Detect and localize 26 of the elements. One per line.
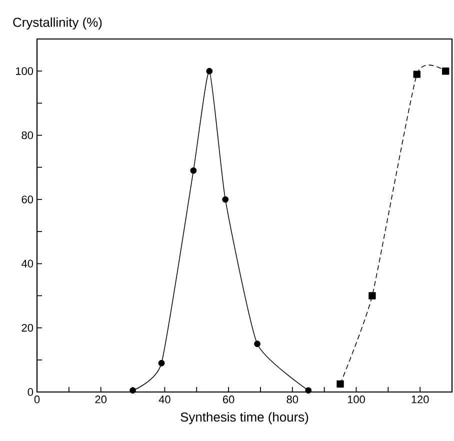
point — [442, 67, 450, 75]
point — [130, 387, 136, 394]
y-tick-label: 100 — [16, 67, 34, 75]
x-tick-label: 60 — [223, 396, 234, 404]
point — [222, 196, 229, 203]
y-tick-label: 60 — [22, 196, 34, 204]
point — [336, 380, 344, 388]
x-tick-label: 120 — [412, 396, 429, 404]
x-axis-title: Synthesis time (hours) — [180, 412, 308, 424]
point — [206, 68, 213, 74]
point — [305, 387, 312, 394]
y-tick-label: 0 — [28, 388, 34, 396]
point — [368, 292, 376, 300]
y-tick-label: 20 — [22, 324, 34, 332]
x-tick-label: 0 — [34, 396, 40, 404]
x-tick-label: 80 — [286, 396, 298, 404]
point — [413, 70, 420, 78]
y-tick-label: 40 — [22, 260, 34, 268]
point — [158, 360, 165, 366]
x-tick-label: 20 — [95, 396, 106, 404]
y-axis-title: Crystallinity (%) — [13, 17, 102, 30]
point — [254, 340, 260, 348]
point — [190, 167, 197, 174]
x-tick-label: 40 — [158, 396, 170, 404]
x-tick-label: 100 — [348, 396, 365, 404]
y-tick-label: 80 — [22, 131, 34, 140]
